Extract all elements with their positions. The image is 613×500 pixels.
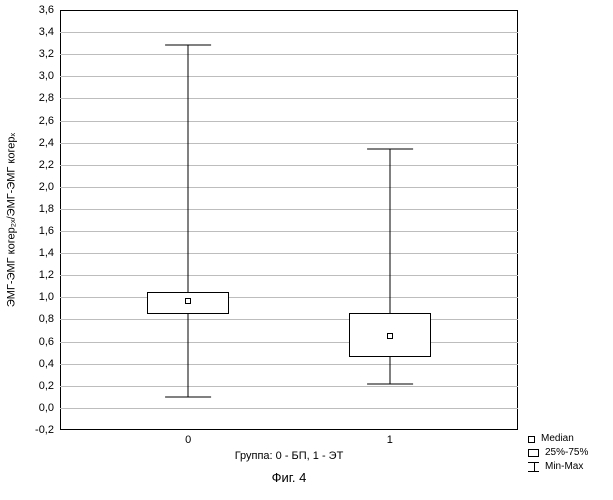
gridline <box>60 98 518 99</box>
ytick-label: 3,0 <box>0 70 54 82</box>
gridline <box>60 165 518 166</box>
median-marker <box>387 333 393 339</box>
legend: Median 25%-75% Min-Max <box>528 432 588 474</box>
gridline <box>60 143 518 144</box>
x-axis-label: Группа: 0 - БП, 1 - ЭТ <box>235 450 344 462</box>
legend-item-whisker: Min-Max <box>528 460 588 474</box>
ytick-label: 0,6 <box>0 336 54 348</box>
figure-caption: Фиг. 4 <box>272 470 307 485</box>
y-axis-label: ЭМГ-ЭМГ когер₂ₓ/ЭМГ-ЭМГ когерₓ <box>6 133 18 307</box>
gridline <box>60 121 518 122</box>
gridline <box>60 231 518 232</box>
gridline <box>60 275 518 276</box>
ytick-label: 0,0 <box>0 402 54 414</box>
gridline <box>60 187 518 188</box>
ytick-label: 0,8 <box>0 313 54 325</box>
xtick-label: 1 <box>387 434 393 446</box>
whisker-cap <box>367 149 413 150</box>
gridline <box>60 297 518 298</box>
gridline <box>60 386 518 387</box>
gridline <box>60 76 518 77</box>
whisker-cap <box>165 45 211 46</box>
box-icon <box>528 449 539 457</box>
gridline <box>60 364 518 365</box>
ytick-label: 3,6 <box>0 4 54 16</box>
ytick-label: 3,2 <box>0 48 54 60</box>
ytick-label: 3,4 <box>0 26 54 38</box>
square-icon <box>528 436 535 443</box>
gridline <box>60 253 518 254</box>
xtick-label: 0 <box>185 434 191 446</box>
legend-item-median: Median <box>528 432 588 446</box>
ytick-label: -0,2 <box>0 424 54 436</box>
whisker <box>188 45 189 396</box>
legend-label: 25%-75% <box>545 446 588 460</box>
plot-area <box>60 10 518 430</box>
ytick-label: 0,4 <box>0 358 54 370</box>
gridline <box>60 209 518 210</box>
gridline <box>60 319 518 320</box>
whisker-cap <box>165 396 211 397</box>
legend-item-box: 25%-75% <box>528 446 588 460</box>
ytick-label: 0,2 <box>0 380 54 392</box>
gridline <box>60 408 518 409</box>
legend-label: Min-Max <box>545 460 583 474</box>
gridline <box>60 32 518 33</box>
gridline <box>60 342 518 343</box>
whisker-icon <box>528 462 539 472</box>
gridline <box>60 54 518 55</box>
median-marker <box>185 298 191 304</box>
ytick-label: 2,8 <box>0 92 54 104</box>
ytick-label: 2,6 <box>0 115 54 127</box>
legend-label: Median <box>541 432 574 446</box>
whisker-cap <box>367 383 413 384</box>
